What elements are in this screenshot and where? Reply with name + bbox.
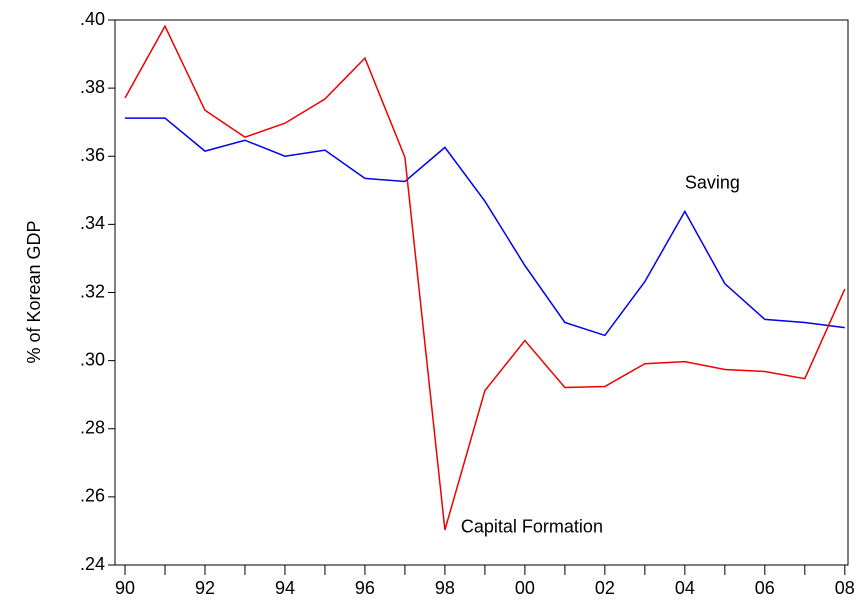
y-axis-label: % of Korean GDP (24, 220, 44, 363)
y-tick-label: .28 (80, 418, 105, 438)
y-tick-label: .38 (80, 77, 105, 97)
y-tick-label: .32 (80, 281, 105, 301)
annotation: Saving (685, 172, 740, 192)
x-tick-label: 98 (435, 578, 455, 598)
y-tick-label: .36 (80, 145, 105, 165)
x-tick-label: 94 (275, 578, 295, 598)
plot-frame (114, 19, 849, 566)
x-tick-label: 04 (675, 578, 695, 598)
series-line (125, 117, 845, 337)
x-tick-label: 00 (515, 578, 535, 598)
y-tick-label: .30 (80, 349, 105, 369)
x-tick-label: 92 (195, 578, 215, 598)
x-tick-label: 02 (595, 578, 615, 598)
x-tick-label: 90 (115, 578, 135, 598)
y-tick-label: .34 (80, 213, 105, 233)
series-line (124, 24, 846, 531)
annotation: Capital Formation (461, 516, 603, 536)
x-tick-label: 96 (355, 578, 375, 598)
y-tick-label: .40 (80, 9, 105, 29)
x-tick-label: 08 (835, 578, 855, 598)
x-tick-label: 06 (755, 578, 775, 598)
y-tick-label: .26 (80, 486, 105, 506)
y-tick-label: .24 (80, 554, 105, 574)
